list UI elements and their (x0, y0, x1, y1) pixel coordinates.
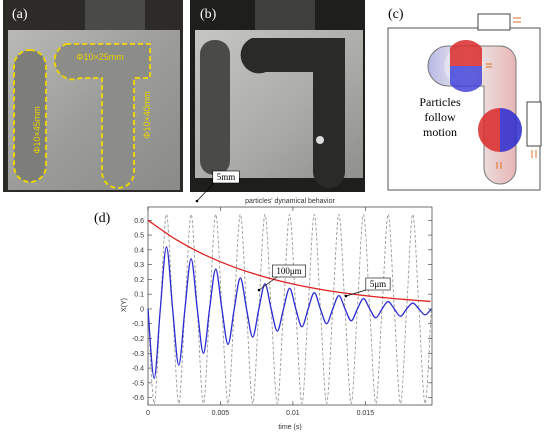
y-tick-label: -0.2 (132, 336, 144, 343)
y-tick-label: 0.4 (134, 247, 144, 254)
series-line (147, 213, 432, 404)
y-axis-label: X(Y) (121, 298, 128, 312)
diagram-c: Particles follow motion (c) (387, 7, 542, 191)
arrow-mark (513, 17, 521, 23)
callout-box (272, 264, 306, 278)
x-tick-label: 0.01 (286, 410, 300, 417)
arrow-mark (496, 162, 502, 169)
y-tick-label: 0.3 (134, 262, 144, 269)
callout-arrow (196, 182, 215, 202)
clamp (255, 0, 315, 30)
y-tick-label: 0.2 (134, 277, 144, 284)
caption-line: motion (423, 125, 457, 139)
y-tick-label: 0.1 (134, 292, 144, 299)
photo-a: Φ10×25mm Φ10×45mm Φ10×40mm (a) (3, 0, 183, 192)
caption-line: Particles (419, 95, 461, 109)
slot (53, 43, 151, 189)
plot-area (147, 206, 433, 406)
field (500, 108, 522, 152)
y-tick-label: -0.5 (132, 380, 144, 387)
x-tick-label: 0 (146, 410, 150, 417)
panel-label: (d) (94, 211, 111, 226)
field (450, 66, 482, 93)
y-tick-label: -0.6 (132, 395, 144, 402)
arrow-mark (486, 63, 492, 68)
actuator (526, 101, 542, 147)
x-tick-label: 0.005 (212, 410, 230, 417)
callout-label: 5mm (217, 172, 236, 182)
panel-label: (c) (388, 7, 404, 22)
photo-b: (b) (190, 0, 365, 192)
x-axis-label: time (s) (278, 424, 301, 431)
plot: -0.6 -0.5 -0.4 -0.3 -0.2 -0.1 0 0.1 0.2 0.3 0.4 0.5… (132, 170, 433, 417)
dimension: Φ10×40mm (142, 91, 152, 138)
callout-arrowhead (257, 288, 261, 292)
dimension: Φ10×45mm (32, 106, 42, 153)
field (478, 108, 500, 152)
series-line (147, 219, 431, 303)
series-line (147, 246, 432, 380)
clamp (85, 0, 145, 30)
caption-line: follow (424, 110, 456, 124)
channel (240, 38, 345, 188)
callout-arrowhead (195, 199, 199, 203)
channel (200, 40, 230, 175)
chart-title: particles' dynamical behavior (245, 198, 335, 205)
callout-arrow (345, 289, 367, 297)
y-tick-label: -0.1 (132, 321, 144, 328)
y-tick-label: 0.6 (134, 218, 144, 225)
callout-box (212, 170, 240, 184)
callout-box (365, 277, 391, 291)
field (450, 40, 482, 66)
x-tick-label: 0.015 (357, 410, 375, 417)
arrow-mark (531, 150, 537, 158)
callout-label: 100μm (276, 266, 301, 276)
y-tick-label: -0.4 (132, 366, 144, 373)
particle (316, 136, 324, 144)
actuator (477, 13, 511, 31)
panel-label: (b) (200, 7, 217, 22)
y-tick-label: 0 (140, 306, 144, 313)
slot (13, 49, 47, 183)
y-tick-label: 0.5 (134, 233, 144, 240)
panel-label: (a) (12, 7, 28, 22)
callout-arrow (258, 276, 278, 291)
callout-label: 5μm (370, 279, 386, 289)
y-tick-label: -0.3 (132, 351, 144, 358)
callout-arrowhead (344, 294, 348, 298)
dimension: Φ10×25mm (76, 52, 123, 62)
